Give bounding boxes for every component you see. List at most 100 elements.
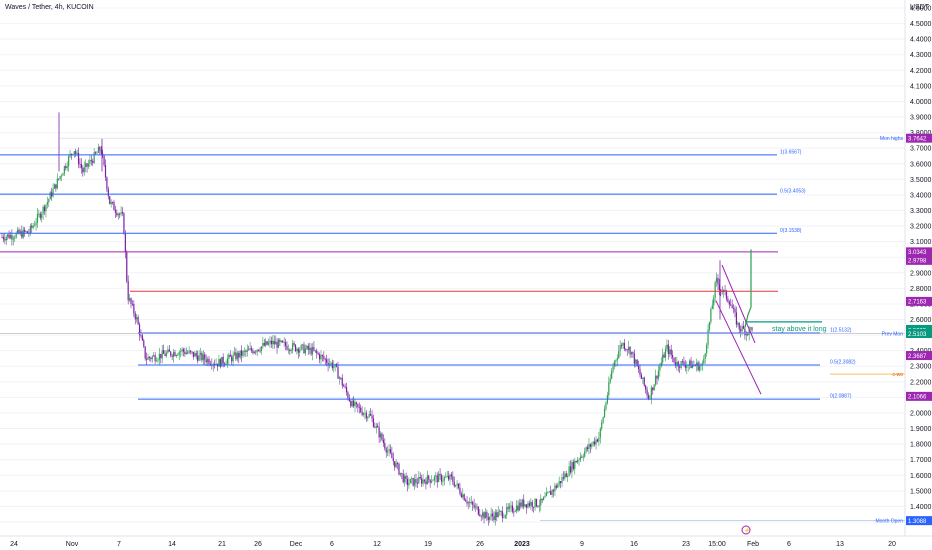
candle-body (364, 412, 366, 414)
candle-body (293, 343, 295, 345)
candle-body (503, 517, 505, 519)
symbol-title: Waves / Tether, 4h, KUCOIN (5, 4, 94, 11)
candle-body (253, 351, 255, 354)
candle-body (483, 512, 485, 519)
candle-body (55, 184, 57, 189)
candle-body (330, 362, 332, 364)
candle-body (104, 164, 107, 178)
candle-body (528, 503, 531, 506)
candle-body (32, 225, 34, 228)
candle-body (269, 340, 271, 343)
candle-body (144, 346, 146, 359)
candle-body (684, 365, 686, 368)
breakout-path (744, 249, 752, 328)
candle-body (158, 353, 160, 360)
candle-body (409, 479, 411, 484)
candle-body (215, 363, 217, 365)
candle-body (555, 485, 557, 488)
price-tag-label: 2.7163 (908, 300, 927, 306)
candle-body (62, 173, 64, 176)
candle-body (507, 507, 509, 509)
candle-body (591, 444, 593, 447)
annotation-label: Prev Mon (882, 331, 904, 337)
candle-body (218, 359, 220, 367)
candle-body (568, 466, 570, 477)
candle-body (16, 229, 19, 233)
candle-body (460, 493, 462, 498)
candle-body (599, 428, 601, 438)
candle-body (643, 377, 645, 386)
candle-body (404, 475, 406, 483)
candle-body (294, 344, 297, 352)
candle-body (385, 448, 387, 453)
candle-body (387, 450, 389, 453)
candle-body (701, 363, 703, 366)
price-tick-label: 1.8000 (910, 442, 932, 449)
price-tick-label: 3.6000 (910, 161, 932, 168)
candle-body (29, 225, 31, 234)
candle-body (87, 163, 90, 167)
candle-body (77, 152, 80, 164)
candle-body (642, 377, 644, 379)
candle-body (596, 439, 599, 442)
candle-body (189, 350, 192, 352)
candle-body (56, 178, 58, 189)
candle-body (713, 297, 715, 306)
candle-body (476, 506, 478, 508)
candle-body (654, 375, 657, 385)
candle-body (416, 482, 419, 484)
candle-body (180, 351, 182, 353)
currency-label: USDT (910, 4, 930, 11)
candle-body (82, 168, 84, 173)
candle-body (119, 213, 121, 215)
price-tag-label: 2.5103 (908, 332, 927, 338)
candle-body (89, 160, 91, 164)
candle-body (650, 387, 652, 399)
candle-body (370, 413, 372, 416)
candle-body (326, 359, 328, 363)
candle-body (321, 355, 324, 357)
candle-body (46, 202, 48, 205)
price-tag (906, 296, 932, 306)
fib-level-label: 0.5(3.4053) (780, 189, 806, 195)
candle-body (168, 349, 170, 352)
candle-body (289, 349, 291, 352)
time-tick-label: 26 (476, 541, 484, 548)
candle-body (635, 359, 637, 364)
candle-body (343, 385, 345, 387)
price-tick-label: 3.8000 (910, 130, 932, 137)
candle-body (577, 460, 579, 463)
tradingview-logo-icon[interactable]: ⚡ (741, 525, 751, 535)
candle-body (137, 317, 139, 325)
candle-body (613, 361, 616, 367)
candle-body (231, 356, 233, 362)
time-tick-label: Dec (290, 541, 303, 548)
price-tag-label: 2.3687 (908, 354, 927, 360)
candle-body (629, 346, 631, 355)
candle-body (511, 505, 513, 512)
candle-body (679, 366, 681, 368)
candle-body (286, 345, 288, 350)
candle-body (110, 202, 112, 205)
candle-body (662, 354, 664, 363)
candle-body (113, 202, 115, 211)
candle-body (260, 346, 263, 351)
candle-body (214, 363, 216, 365)
candle-body (521, 499, 523, 507)
time-axis[interactable]: 24 Nov 7 14 21 26 Dec 6 12 19 26 2023 9 16 23 15:00 Feb 6… (10, 541, 896, 548)
candle-body (425, 481, 427, 485)
price-tag-label: 2.1066 (908, 395, 927, 401)
candle-body (381, 433, 383, 440)
candle-body (11, 234, 13, 240)
candle-body (504, 515, 506, 518)
candle-body (745, 332, 747, 336)
price-tick-label: 2.6000 (910, 317, 932, 324)
candle-body (585, 447, 587, 452)
wedge-lower-line (715, 300, 762, 395)
candle-body (48, 199, 50, 203)
candle-body (584, 451, 586, 457)
candle-body (579, 456, 582, 460)
candle-body (449, 474, 451, 480)
candle-body (520, 502, 522, 507)
